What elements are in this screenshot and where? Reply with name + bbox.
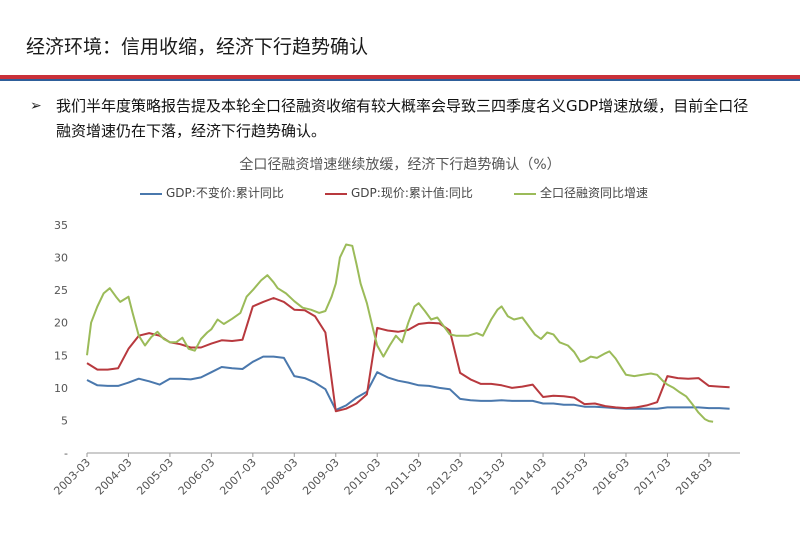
chart-title: 全口径融资增速继续放缓，经济下行趋势确认（%）: [239, 157, 561, 173]
bullet-arrow-icon: ➢: [30, 98, 42, 114]
x-tick-label: 2015-03: [549, 456, 591, 498]
x-tick-label: 2005-03: [134, 456, 176, 498]
title-divider-blue: [0, 79, 800, 81]
x-axis: 2003-03 2004-03 2005-03 2006-03 2007-03 2008-…: [51, 452, 740, 498]
legend-label-financing: 全口径融资同比增速: [540, 186, 649, 200]
legend-label-gdp-real: GDP:不变价:累计同比: [166, 186, 284, 200]
series-line-financing: [86, 243, 714, 423]
x-tick-label: 2003-03: [51, 456, 93, 498]
x-tick-label: 2017-03: [632, 456, 674, 498]
x-tick-label: 2013-03: [466, 456, 508, 498]
y-tick-label: 25: [54, 284, 68, 297]
x-tick-label: 2011-03: [383, 456, 425, 498]
legend-swatch-financing: [514, 192, 536, 195]
y-axis: - 5 10 15 20 25 30 35: [54, 219, 68, 460]
slide-title: 经济环境：信用收缩，经济下行趋势确认: [26, 36, 369, 58]
y-tick-label: 10: [54, 382, 68, 395]
legend-label-gdp-nominal: GDP:现价:累计值:同比: [351, 186, 473, 200]
y-tick-label: 20: [54, 317, 68, 330]
series-line-gdp-nominal: [86, 297, 730, 413]
x-tick-label: 2004-03: [93, 456, 135, 498]
legend-swatch-gdp-nominal: [325, 192, 347, 195]
legend-item-gdp-real: GDP:不变价:累计同比: [140, 184, 284, 201]
x-tick-label: 2009-03: [300, 456, 342, 498]
y-tick-label: 15: [54, 349, 68, 362]
x-tick-label: 2008-03: [259, 456, 301, 498]
y-tick-label: -: [64, 447, 68, 460]
legend-swatch-gdp-real: [140, 192, 162, 195]
title-divider-red: [0, 75, 800, 79]
chart-legend: GDP:不变价:累计同比 GDP:现价:累计值:同比 全口径融资同比增速: [0, 184, 800, 204]
y-tick-label: 5: [61, 414, 68, 427]
x-tick-label: 2014-03: [507, 456, 549, 498]
series-layer: [86, 243, 730, 423]
x-tick-label: 2018-03: [673, 456, 715, 498]
x-tick-label: 2012-03: [425, 456, 467, 498]
y-tick-label: 30: [54, 252, 68, 265]
series-line-gdp-real: [86, 355, 730, 411]
y-tick-label: 35: [54, 219, 68, 232]
legend-item-financing: 全口径融资同比增速: [514, 184, 648, 201]
bullet-text: 我们半年度策略报告提及本轮全口径融资收缩有较大概率会导致三四季度名义GDP增速放…: [56, 97, 749, 140]
x-tick-label: 2006-03: [176, 456, 218, 498]
x-tick-label: 2016-03: [590, 456, 632, 498]
legend-item-gdp-nominal: GDP:现价:累计值:同比: [325, 184, 473, 201]
x-tick-label: 2010-03: [342, 456, 384, 498]
x-tick-label: 2007-03: [217, 456, 259, 498]
